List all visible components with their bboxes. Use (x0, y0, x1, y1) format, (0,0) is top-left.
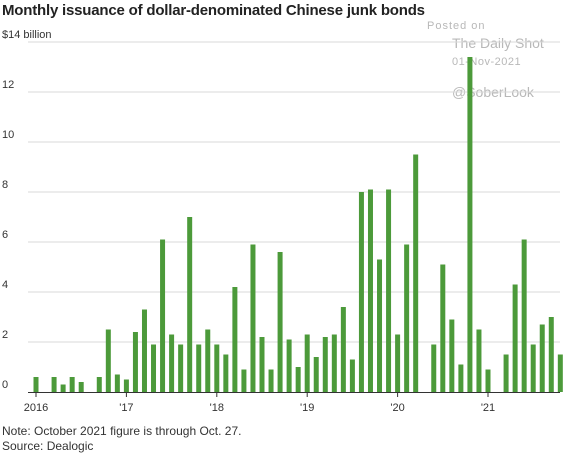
bar (214, 344, 220, 392)
bar (340, 307, 346, 392)
y-tick-label: 8 (2, 179, 8, 191)
bar (241, 369, 247, 392)
bar (160, 239, 166, 392)
bar (96, 377, 102, 392)
y-tick-label: 0 (2, 379, 8, 391)
bar (196, 344, 202, 392)
bar (232, 287, 238, 392)
bar (205, 329, 211, 392)
x-tick-label: '20 (390, 402, 404, 414)
y-tick-label: 12 (2, 79, 14, 91)
bar (132, 332, 138, 392)
bar (51, 377, 57, 392)
bar (268, 369, 274, 392)
chart-source: Source: Dealogic (2, 439, 94, 453)
bar (512, 284, 518, 392)
bar (250, 244, 256, 392)
bar (178, 344, 184, 392)
bar (105, 329, 111, 392)
bar (395, 334, 401, 392)
bar (485, 369, 491, 392)
bar (259, 337, 265, 392)
bar (367, 189, 373, 392)
bar (60, 384, 66, 392)
y-tick-label: $14 billion (2, 29, 52, 41)
bar (386, 189, 392, 392)
bar (304, 334, 310, 392)
y-tick-label: 6 (2, 229, 8, 241)
bar (223, 354, 229, 392)
bar (521, 239, 527, 392)
bar (449, 319, 455, 392)
bar (187, 217, 193, 392)
bar (503, 354, 509, 392)
watermark-site: The Daily Shot (452, 35, 544, 51)
bar (557, 354, 563, 392)
bar (141, 309, 147, 392)
bar (548, 317, 554, 392)
bar (476, 329, 482, 392)
watermark-posted: Posted on (427, 20, 486, 32)
bar (286, 339, 292, 392)
bar (295, 367, 301, 392)
bar (277, 252, 283, 392)
bar (313, 357, 319, 392)
chart-title: Monthly issuance of dollar-denominated C… (2, 2, 425, 19)
bar (458, 364, 464, 392)
bar (467, 57, 473, 392)
y-tick-label: 4 (2, 279, 8, 291)
bar (78, 382, 84, 392)
bar (377, 259, 383, 392)
x-tick-label: 2016 (24, 402, 48, 414)
bar (539, 324, 545, 392)
x-tick-label: '17 (119, 402, 133, 414)
bar (123, 379, 129, 392)
bar (431, 344, 437, 392)
bar (151, 344, 157, 392)
y-tick-label: 2 (2, 329, 8, 341)
chart-note: Note: October 2021 figure is through Oct… (2, 424, 242, 438)
bar (322, 337, 328, 392)
bar (413, 154, 419, 392)
x-tick-label: '19 (300, 402, 314, 414)
bar (69, 377, 75, 392)
x-tick-label: '18 (210, 402, 224, 414)
y-tick-label: 10 (2, 129, 14, 141)
bar (530, 344, 536, 392)
bar (358, 192, 364, 392)
bar (114, 374, 120, 392)
bar (404, 244, 410, 392)
bar (169, 334, 175, 392)
bar (33, 377, 39, 392)
bar (349, 359, 355, 392)
bar (331, 334, 337, 392)
bar (440, 264, 446, 392)
x-tick-label: '21 (481, 402, 495, 414)
